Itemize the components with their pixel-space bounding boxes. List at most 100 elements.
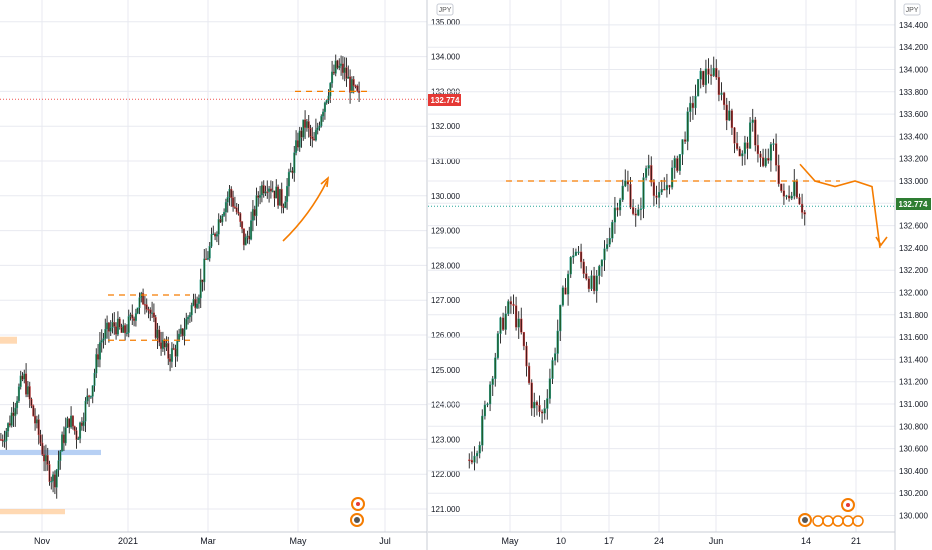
candle-body (215, 234, 218, 237)
candle-body (280, 188, 283, 207)
candle-body (109, 327, 112, 332)
candle-body (217, 219, 220, 235)
y-tick-label: 130.200 (899, 489, 928, 498)
candle-body (507, 301, 510, 315)
y-tick-label: 131.000 (431, 157, 460, 166)
candle-body (748, 122, 752, 149)
candle-body (728, 110, 731, 121)
candle-body (34, 415, 37, 424)
candle-body (230, 188, 233, 199)
candle-body (203, 258, 206, 283)
x-tick-label: 24 (654, 536, 664, 546)
candle-body (540, 411, 544, 414)
candle-body (179, 328, 182, 335)
candle-body (169, 358, 172, 362)
right-event-markers (798, 498, 864, 527)
candle-body (332, 71, 335, 74)
candle-body (637, 209, 640, 216)
candle-body (273, 190, 276, 199)
candle-body (741, 153, 744, 157)
candle-body (102, 338, 105, 341)
candle-body (525, 345, 528, 367)
candle-body (738, 148, 741, 157)
candle-body (242, 228, 245, 246)
candle-body (100, 340, 103, 343)
candle-body (185, 318, 188, 330)
candle-body (188, 314, 191, 318)
candle-body (19, 375, 22, 387)
candle-body (241, 221, 244, 229)
candle-body (318, 125, 321, 129)
candle-body (314, 129, 317, 141)
candle-body (655, 195, 658, 198)
right-currency-box (903, 3, 921, 16)
price-zone (0, 336, 17, 344)
candle-body (221, 215, 224, 223)
candle-body (257, 195, 260, 198)
candle-body (336, 60, 339, 69)
candle-body (478, 445, 481, 454)
candle-body (293, 152, 296, 174)
candle-body (149, 309, 152, 314)
candle-body (93, 372, 96, 386)
right-time-axis: May 10 17 24 Jun 14 21 (428, 531, 895, 546)
x-tick-label: Mar (200, 536, 216, 546)
right-levels (428, 180, 895, 207)
candle-body (598, 265, 601, 276)
candle-body (291, 170, 294, 174)
candle-body (133, 318, 136, 321)
y-tick-label: 132.000 (431, 122, 460, 131)
candle-body (483, 404, 487, 417)
candle-body (795, 180, 799, 198)
left-event-markers (350, 497, 365, 527)
y-tick-label: 124.000 (431, 401, 460, 410)
candle-body (156, 329, 159, 339)
candle-body (566, 273, 570, 295)
candle-body (91, 385, 94, 397)
candle-body (298, 130, 301, 148)
candle-body (491, 378, 494, 385)
candle-body (354, 85, 357, 87)
candle-body (717, 77, 721, 95)
candle-body (800, 203, 804, 213)
candle-body (350, 79, 353, 93)
candle-body (631, 207, 635, 215)
candle-body (777, 165, 780, 185)
left-currency-label: JPY (439, 7, 452, 14)
candle-body (3, 440, 6, 443)
candle-body (782, 190, 786, 197)
candle-body (691, 102, 695, 109)
y-tick-label: 133.600 (899, 110, 928, 119)
candle-body (634, 213, 637, 216)
candle-body (275, 186, 278, 199)
y-tick-label: 134.200 (899, 43, 928, 52)
candle-body (358, 90, 361, 93)
candle-body (44, 455, 47, 462)
x-tick-label: Nov (34, 536, 51, 546)
candle-body (803, 212, 806, 215)
candle-body (86, 395, 89, 402)
candle-body (142, 292, 145, 305)
candle-body (530, 382, 533, 409)
candle-body (43, 454, 46, 462)
candle-body (300, 130, 303, 138)
candle-body (52, 474, 55, 482)
candle-body (735, 143, 739, 150)
candle-body (657, 191, 661, 198)
candle-body (533, 401, 536, 409)
y-tick-label: 131.200 (899, 378, 928, 387)
left-currency-box (436, 3, 454, 16)
candle-body (151, 312, 154, 314)
candle-body (613, 207, 617, 223)
y-tick-label: 132.400 (899, 244, 928, 253)
candle-body (725, 104, 728, 121)
candle-body (97, 354, 100, 360)
candle-body (720, 92, 723, 95)
candle-body (246, 235, 249, 238)
price-zone (0, 509, 65, 515)
candle-body (644, 168, 648, 178)
candle-body (668, 184, 671, 188)
y-tick-label: 121.000 (431, 505, 460, 514)
candle-body (277, 186, 280, 206)
candle-body (190, 305, 193, 316)
